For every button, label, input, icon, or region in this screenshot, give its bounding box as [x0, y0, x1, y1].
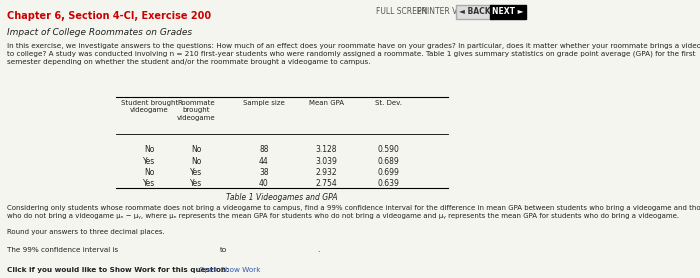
Text: Click if you would like to Show Work for this question:: Click if you would like to Show Work for… — [6, 267, 229, 273]
Text: 3.128: 3.128 — [316, 145, 337, 154]
FancyBboxPatch shape — [126, 247, 220, 259]
Text: Open Show Work: Open Show Work — [199, 267, 260, 273]
Text: The 99% confidence interval is: The 99% confidence interval is — [6, 247, 118, 253]
Text: Student brought
videogame: Student brought videogame — [121, 100, 178, 113]
Text: FULL SCREEN: FULL SCREEN — [376, 8, 427, 16]
Text: Yes: Yes — [144, 179, 155, 188]
Text: 2.932: 2.932 — [316, 168, 337, 177]
Text: 40: 40 — [259, 179, 269, 188]
Text: 0.689: 0.689 — [378, 157, 400, 166]
Text: PRINTER VERSION: PRINTER VERSION — [417, 8, 486, 16]
Text: NEXT ►: NEXT ► — [493, 8, 524, 16]
Text: Impact of College Roommates on Grades: Impact of College Roommates on Grades — [6, 28, 192, 37]
Text: 0.590: 0.590 — [377, 145, 400, 154]
Text: No: No — [191, 145, 202, 154]
Text: Yes: Yes — [190, 179, 202, 188]
Text: Round your answers to three decimal places.: Round your answers to three decimal plac… — [6, 229, 164, 235]
Text: 44: 44 — [259, 157, 269, 166]
Text: Yes: Yes — [190, 168, 202, 177]
Text: Table 1 Videogames and GPA: Table 1 Videogames and GPA — [226, 193, 338, 202]
FancyBboxPatch shape — [225, 247, 318, 259]
Text: No: No — [144, 145, 155, 154]
Text: 88: 88 — [259, 145, 269, 154]
Text: Considering only students whose roommate does not bring a videogame to campus, f: Considering only students whose roommate… — [6, 205, 700, 219]
Text: Sample size: Sample size — [243, 100, 285, 106]
Text: No: No — [144, 168, 155, 177]
Text: In this exercise, we investigate answers to the questions: How much of an effect: In this exercise, we investigate answers… — [6, 43, 700, 66]
Text: 0.639: 0.639 — [377, 179, 400, 188]
Text: Chapter 6, Section 4-CI, Exercise 200: Chapter 6, Section 4-CI, Exercise 200 — [6, 11, 211, 21]
Text: Mean GPA: Mean GPA — [309, 100, 344, 106]
Text: Yes: Yes — [144, 157, 155, 166]
Text: St. Dev.: St. Dev. — [375, 100, 402, 106]
Text: 3.039: 3.039 — [315, 157, 337, 166]
Text: .: . — [317, 247, 320, 253]
Text: to: to — [220, 247, 227, 253]
Text: 0.699: 0.699 — [377, 168, 400, 177]
Text: ◄ BACK: ◄ BACK — [458, 8, 490, 16]
Text: 38: 38 — [259, 168, 269, 177]
Text: 2.754: 2.754 — [315, 179, 337, 188]
Text: No: No — [191, 157, 202, 166]
Text: Roommate
brought
videogame: Roommate brought videogame — [177, 100, 216, 121]
